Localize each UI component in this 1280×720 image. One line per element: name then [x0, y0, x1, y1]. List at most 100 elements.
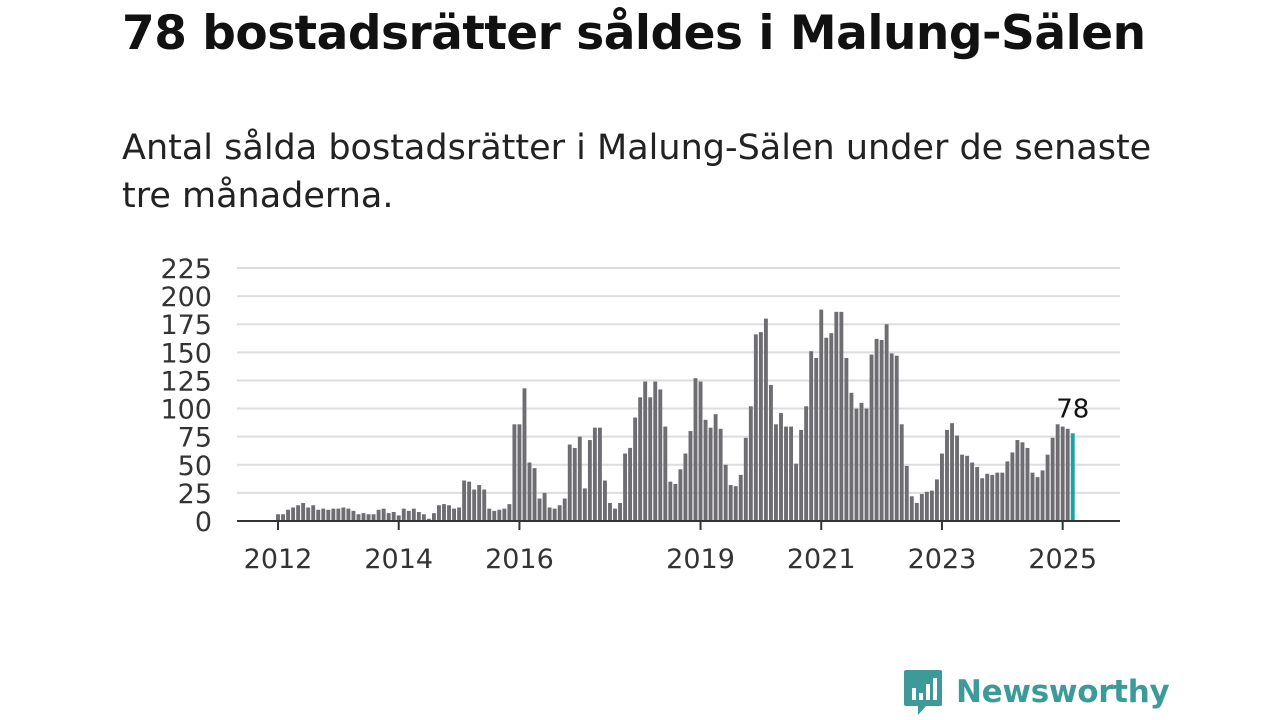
bar [326, 509, 331, 521]
bar [442, 504, 446, 521]
bar [421, 514, 426, 521]
bar [678, 469, 683, 521]
bar [613, 508, 617, 521]
bar [975, 467, 980, 521]
bar [623, 453, 628, 521]
y-tick-label: 200 [160, 282, 212, 313]
bar [728, 485, 733, 521]
bar [753, 334, 758, 521]
y-tick-label: 125 [160, 366, 212, 397]
bar [351, 510, 356, 521]
bar [1015, 440, 1020, 521]
bar [1050, 437, 1055, 521]
bar [889, 353, 894, 521]
bar [457, 507, 462, 521]
bar [914, 503, 919, 521]
bar [618, 503, 622, 521]
bar [713, 414, 718, 521]
bar [366, 514, 371, 521]
bar [562, 498, 567, 521]
bar [663, 426, 668, 521]
bar [582, 488, 587, 521]
bar [970, 462, 975, 521]
bar [688, 431, 693, 521]
y-tick-label: 150 [160, 338, 212, 369]
bar [316, 509, 321, 521]
bar [572, 447, 577, 521]
bar [608, 503, 612, 521]
bar [346, 508, 351, 521]
bar [406, 510, 411, 521]
bar [909, 496, 914, 521]
bar [336, 508, 341, 521]
bar [960, 454, 965, 521]
bar [774, 424, 778, 521]
bar [638, 397, 643, 521]
bar [426, 518, 431, 521]
bar [703, 419, 708, 521]
bar [693, 378, 698, 521]
x-tick-label: 2016 [485, 544, 554, 575]
bar [401, 508, 406, 521]
bar [361, 513, 366, 521]
bar [552, 508, 557, 521]
bar [673, 483, 678, 521]
bar [1055, 424, 1060, 521]
bar [955, 435, 959, 521]
bar [497, 509, 502, 521]
bar [411, 508, 416, 521]
bar [859, 402, 864, 521]
bar [919, 494, 924, 521]
x-tick-label: 2025 [1028, 544, 1097, 575]
bar [487, 508, 492, 521]
bar [1025, 447, 1030, 521]
bar [542, 492, 547, 521]
bar [658, 389, 663, 521]
bar [723, 464, 728, 521]
bar [462, 480, 467, 521]
bar [869, 354, 874, 521]
bar [1030, 472, 1035, 521]
bar [879, 339, 884, 521]
subtitle: Antal sålda bostadsrätter i Malung-Sälen… [122, 128, 1152, 216]
newsworthy-logo-icon [904, 670, 942, 715]
bar [779, 413, 783, 521]
bar [763, 318, 768, 521]
bar [537, 498, 542, 521]
bar [633, 417, 638, 521]
bar [1010, 452, 1015, 521]
y-tick-label: 0 [195, 507, 212, 538]
bar [940, 453, 944, 521]
bar [321, 508, 326, 521]
bar [874, 338, 879, 521]
bar [643, 381, 648, 521]
bar [849, 392, 854, 521]
bar [281, 514, 285, 521]
x-axis-ticks: 2012 2014 2016 2019 2021 2023 2025 [244, 521, 1097, 575]
bar [945, 429, 949, 521]
bar [306, 507, 311, 521]
bar [814, 357, 819, 521]
bar [758, 332, 763, 521]
bar [1035, 477, 1040, 521]
bar [447, 505, 451, 521]
bar [311, 505, 316, 521]
bar [437, 505, 441, 521]
bar [768, 384, 773, 521]
bar [331, 508, 336, 521]
bar [628, 447, 633, 521]
bar [431, 513, 436, 521]
bar [507, 504, 512, 521]
bar [376, 509, 381, 521]
y-tick-label: 75 [178, 423, 212, 454]
bar [301, 503, 306, 521]
bar [1020, 442, 1025, 521]
x-tick-label: 2014 [364, 544, 433, 575]
bar [557, 505, 562, 521]
bar [834, 311, 839, 521]
bar [864, 408, 869, 521]
bar [653, 381, 658, 521]
gridlines [237, 267, 1120, 494]
bar [1040, 470, 1045, 521]
data-labels: 78 [1056, 394, 1089, 424]
